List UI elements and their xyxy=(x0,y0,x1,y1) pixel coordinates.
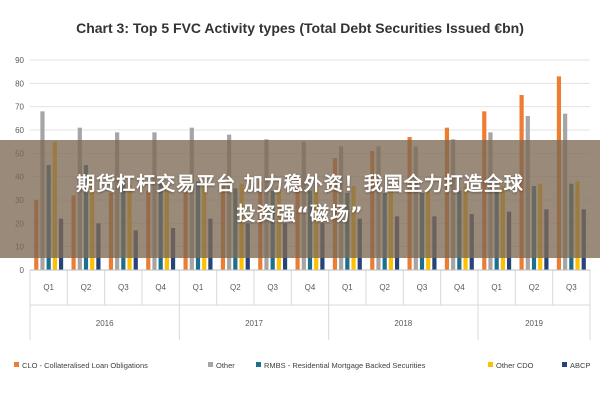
y-tick-label: 90 xyxy=(15,56,24,65)
x-tick-label: Q1 xyxy=(193,283,204,292)
year-label: 2019 xyxy=(525,319,543,328)
headline-line-1: 期货杠杆交易平台 加力稳外资！我国全力打造全球 xyxy=(76,173,524,195)
legend-label: ABCP xyxy=(570,361,590,370)
legend-label: Other xyxy=(216,361,235,370)
headline-overlay: 期货杠杆交易平台 加力稳外资！我国全力打造全球 投资强“磁场” xyxy=(0,140,600,258)
legend: CLO - Collateralised Loan Obligations Oth… xyxy=(14,361,590,370)
x-tick-label: Q3 xyxy=(267,283,278,292)
legend-swatch xyxy=(208,362,213,367)
y-tick-label: 0 xyxy=(20,266,25,275)
year-label: 2017 xyxy=(245,319,263,328)
x-tick-label: Q4 xyxy=(155,283,166,292)
x-tick-label: Q4 xyxy=(305,283,316,292)
chart-title: Chart 3: Top 5 FVC Activity types (Total… xyxy=(76,20,524,36)
legend-swatch xyxy=(488,362,493,367)
x-tick-label: Q1 xyxy=(491,283,502,292)
legend-label: Other CDO xyxy=(496,361,534,370)
x-tick-label: Q3 xyxy=(566,283,577,292)
headline-line-2: 投资强“磁场” xyxy=(236,203,364,225)
legend-swatch xyxy=(562,362,567,367)
x-tick-label: Q4 xyxy=(454,283,465,292)
year-labels: 2016 2017 2018 2019 xyxy=(29,305,591,340)
year-label: 2018 xyxy=(394,319,412,328)
y-tick-label: 80 xyxy=(15,79,24,88)
year-label: 2016 xyxy=(96,319,114,328)
legend-label: CLO - Collateralised Loan Obligations xyxy=(22,361,148,370)
x-tick-label: Q2 xyxy=(529,283,540,292)
y-tick-label: 70 xyxy=(15,103,24,112)
x-tick-label: Q3 xyxy=(118,283,129,292)
legend-swatch xyxy=(256,362,261,367)
x-tick-label: Q1 xyxy=(342,283,353,292)
x-tick-label: Q2 xyxy=(379,283,390,292)
y-tick-label: 60 xyxy=(15,126,24,135)
x-axis-ticks: Q1 Q2 Q3 Q4 Q1 Q2 Q3 Q4 Q1 Q2 Q3 Q4 Q1 Q2 Q3 xyxy=(29,269,591,306)
x-tick-label: Q1 xyxy=(43,283,54,292)
legend-label: RMBS - Residential Mortgage Backed Secur… xyxy=(264,361,426,370)
legend-swatch xyxy=(14,362,19,367)
x-tick-label: Q2 xyxy=(81,283,92,292)
x-tick-label: Q3 xyxy=(417,283,428,292)
x-tick-label: Q2 xyxy=(230,283,241,292)
